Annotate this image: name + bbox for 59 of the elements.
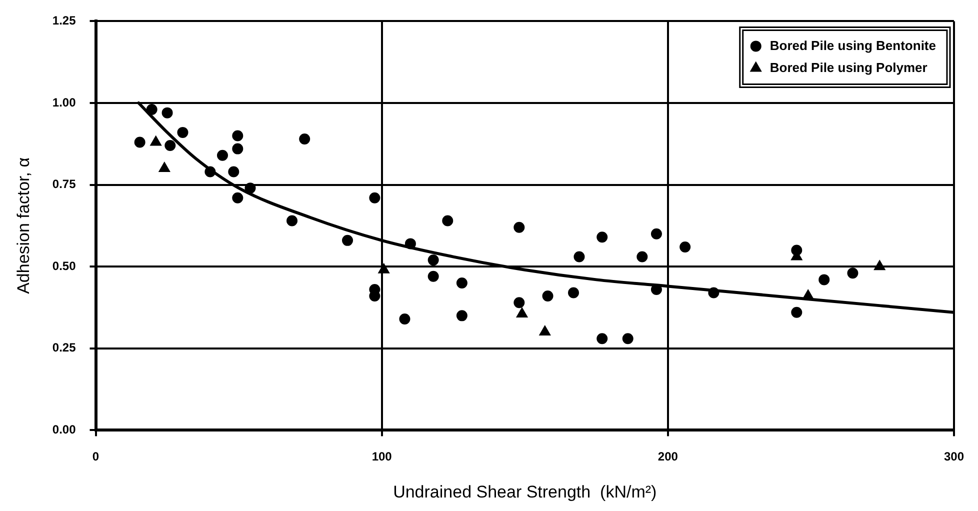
point [514, 222, 525, 233]
point [574, 251, 585, 262]
y-tick-label: 0.00 [52, 422, 76, 437]
point [542, 290, 554, 302]
point [216, 150, 228, 161]
point [456, 310, 468, 322]
y-tick-label: 0.75 [52, 177, 76, 192]
point [622, 333, 634, 344]
y-tick-label: 1.00 [52, 95, 76, 110]
point [516, 308, 528, 318]
point [369, 192, 380, 204]
point [162, 107, 173, 118]
legend-label: Bored Pile using Bentonite [770, 38, 936, 53]
point [134, 136, 146, 148]
point [680, 241, 691, 252]
y-tick-label: 0.25 [52, 340, 76, 355]
x-tick-label: 300 [944, 450, 964, 464]
point [378, 263, 390, 274]
point [596, 232, 608, 243]
point [442, 215, 454, 226]
point [204, 166, 216, 178]
point [232, 130, 244, 142]
point [650, 228, 662, 240]
point [404, 238, 416, 250]
point [636, 251, 648, 262]
point [568, 287, 580, 298]
x-axis-title: Undrained Shear Strength (kN/m²) [393, 482, 657, 502]
point [232, 192, 244, 204]
point [456, 277, 468, 288]
point [428, 270, 439, 282]
x-tick-label: 0 [92, 450, 100, 464]
x-tick-label: 100 [372, 450, 392, 464]
point [791, 244, 802, 256]
point [177, 126, 188, 138]
point [847, 268, 858, 279]
point [791, 306, 802, 318]
point [428, 254, 439, 266]
point [708, 287, 720, 298]
point [514, 297, 525, 308]
point [874, 260, 886, 270]
point [146, 104, 158, 116]
point [399, 313, 410, 324]
point [228, 166, 240, 178]
y-tick-label: 1.25 [52, 14, 76, 28]
point [244, 182, 256, 194]
point [596, 333, 608, 344]
point [232, 143, 244, 154]
y-axis-title: Adhesion factor, α [14, 157, 33, 294]
point [818, 274, 830, 286]
y-tick-label: 0.50 [52, 258, 76, 273]
point [802, 290, 814, 300]
point [342, 234, 354, 246]
point [164, 140, 176, 152]
point [299, 133, 310, 144]
point [150, 136, 162, 146]
legend-label: Bored Pile using Polymer [770, 60, 928, 75]
point [539, 326, 551, 336]
point [286, 215, 298, 226]
x-tick-label: 200 [658, 450, 678, 464]
